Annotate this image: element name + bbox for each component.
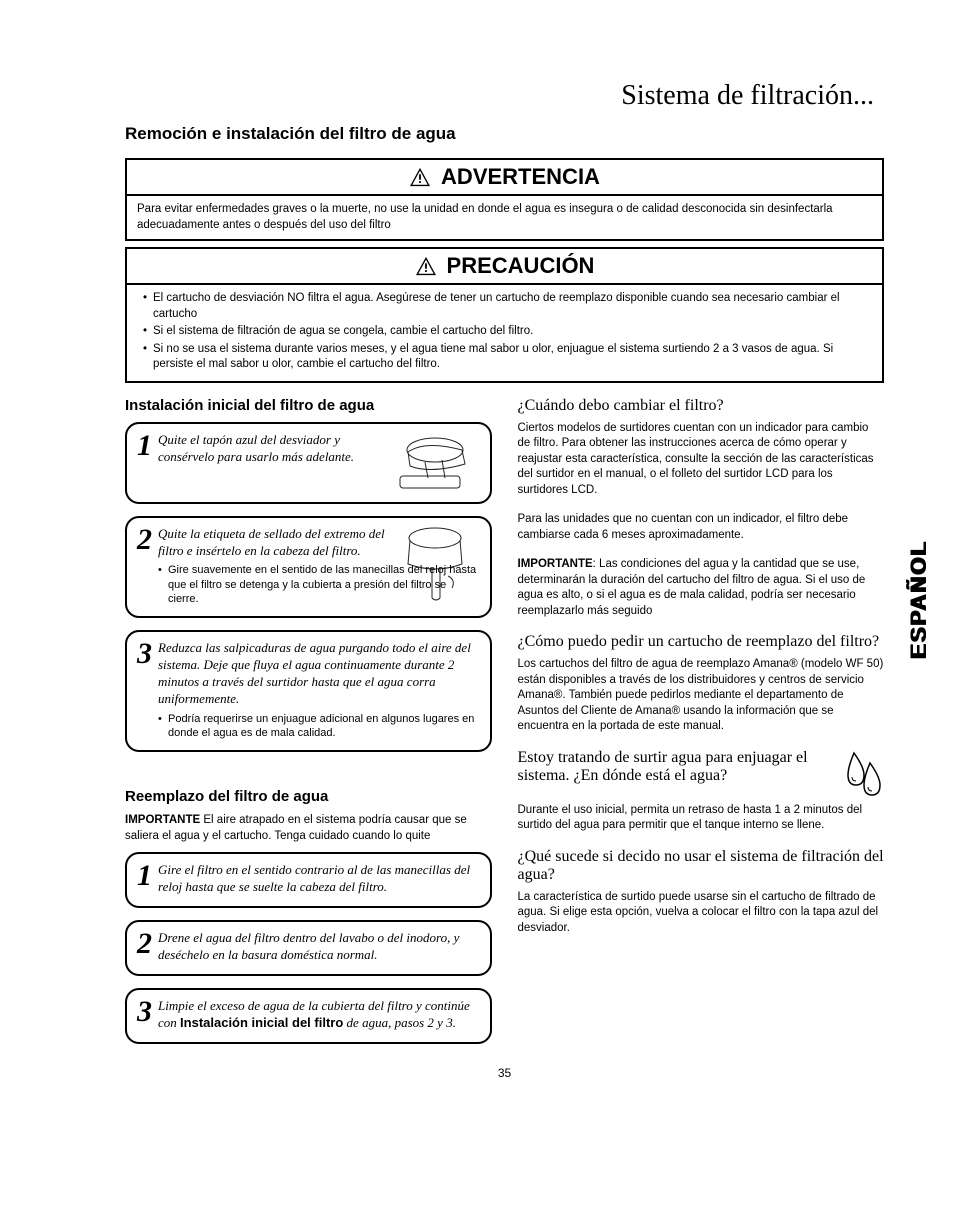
step-box: 2 Quite la etiqueta de sellado del extre… bbox=[125, 516, 492, 619]
step-box: 3 Reduzca las salpicaduras de agua purga… bbox=[125, 630, 492, 752]
step-text-post: de agua, pasos 2 y 3. bbox=[343, 1015, 456, 1030]
filter-insert-illustration-icon bbox=[390, 524, 480, 604]
warning-label: ADVERTENCIA bbox=[441, 164, 600, 190]
faq-body: Los cartuchos del filtro de agua de reem… bbox=[518, 657, 885, 735]
warning-icon bbox=[409, 167, 431, 187]
step-number: 2 bbox=[137, 526, 152, 607]
step-number: 1 bbox=[137, 432, 152, 466]
step-text: Gire el filtro en el sentido contrario a… bbox=[158, 862, 478, 896]
faq-heading: ¿Cómo puedo pedir un cartucho de reempla… bbox=[518, 633, 885, 651]
caution-header: PRECAUCIÓN bbox=[127, 249, 882, 285]
water-drops-icon bbox=[840, 749, 884, 803]
step-box: 3 Limpie el exceso de agua de la cubiert… bbox=[125, 988, 492, 1044]
left-column: Instalación inicial del filtro de agua 1… bbox=[125, 397, 492, 1056]
important-label: IMPORTANTE bbox=[518, 558, 593, 570]
warning-header: ADVERTENCIA bbox=[127, 160, 882, 196]
faq-heading: ¿Cuándo debo cambiar el filtro? bbox=[518, 397, 885, 415]
step-text-bold: Instalación inicial del filtro bbox=[180, 1015, 343, 1030]
filter-illustration-icon bbox=[370, 432, 480, 492]
warning-block: ADVERTENCIA Para evitar enfermedades gra… bbox=[125, 158, 884, 241]
replace-note: IMPORTANTE El aire atrapado en el sistem… bbox=[125, 813, 492, 844]
replace-heading: Reemplazo del filtro de agua bbox=[125, 788, 492, 805]
step-number: 1 bbox=[137, 862, 152, 896]
caution-label: PRECAUCIÓN bbox=[447, 253, 595, 279]
warning-icon bbox=[415, 256, 437, 276]
caution-body: El cartucho de desviación NO filtra el a… bbox=[127, 285, 882, 381]
caution-item: Si el sistema de filtración de agua se c… bbox=[143, 324, 872, 340]
faq-heading: Estoy tratando de surtir agua para enjua… bbox=[518, 749, 885, 785]
step-number: 2 bbox=[137, 930, 152, 964]
step-box: 1 Gire el filtro en el sentido contrario… bbox=[125, 852, 492, 908]
faq-body: Para las unidades que no cuentan con un … bbox=[518, 512, 885, 543]
language-sidebar-label: ESPAÑOL bbox=[906, 540, 932, 659]
important-label: IMPORTANTE bbox=[125, 814, 200, 826]
step-box: 1 Quite el tapón azul del desviador y co… bbox=[125, 422, 492, 504]
install-heading: Instalación inicial del filtro de agua bbox=[125, 397, 492, 414]
page-number: 35 bbox=[125, 1066, 884, 1080]
step-text: Reduzca las salpicaduras de agua purgand… bbox=[158, 640, 478, 708]
faq-body: Ciertos modelos de surtidores cuentan co… bbox=[518, 421, 885, 499]
document-title: Sistema de filtración... bbox=[125, 80, 884, 112]
warning-body: Para evitar enfermedades graves o la mue… bbox=[127, 196, 882, 239]
step-number: 3 bbox=[137, 640, 152, 740]
faq-body: IMPORTANTE: Las condiciones del agua y l… bbox=[518, 557, 885, 619]
main-heading: Remoción e instalación del filtro de agu… bbox=[125, 124, 884, 144]
caution-item: Si no se usa el sistema durante varios m… bbox=[143, 342, 872, 373]
faq-heading: ¿Qué sucede si decido no usar el sistema… bbox=[518, 848, 885, 884]
step-text: Drene el agua del filtro dentro del lava… bbox=[158, 930, 478, 964]
caution-item: El cartucho de desviación NO filtra el a… bbox=[143, 291, 872, 322]
step-note: Podría requerirse un enjuague adicional … bbox=[158, 712, 478, 741]
step-box: 2 Drene el agua del filtro dentro del la… bbox=[125, 920, 492, 976]
caution-block: PRECAUCIÓN El cartucho de desviación NO … bbox=[125, 247, 884, 383]
faq-body: Durante el uso inicial, permita un retra… bbox=[518, 803, 885, 834]
faq-body: La característica de surtido puede usars… bbox=[518, 890, 885, 937]
step-number: 3 bbox=[137, 998, 152, 1032]
right-column: ¿Cuándo debo cambiar el filtro? Ciertos … bbox=[518, 397, 885, 1056]
step-text: Limpie el exceso de agua de la cubierta … bbox=[158, 998, 478, 1032]
